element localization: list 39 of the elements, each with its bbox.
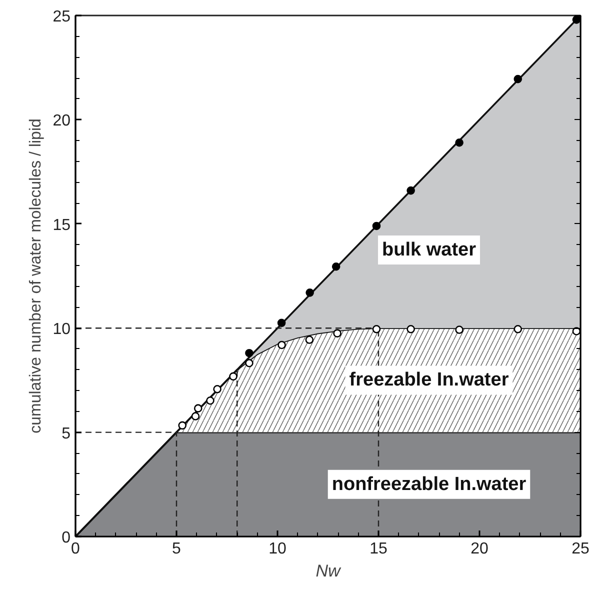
point (406, 325, 415, 334)
x-axis-title: Nw (316, 562, 342, 580)
series-label: bulk water (382, 239, 477, 260)
point (372, 325, 381, 334)
point (406, 186, 415, 195)
point (572, 16, 580, 24)
point (178, 421, 187, 430)
point (191, 412, 200, 420)
point (306, 288, 314, 297)
series-label: freezable In.water (349, 370, 510, 391)
y-tick-label: 25 (52, 8, 71, 26)
point (455, 138, 464, 147)
point (194, 404, 202, 412)
point (332, 262, 340, 271)
y-axis-title: cumulative number of water molecules / lipid (28, 118, 45, 434)
x-tick-label: 15 (370, 540, 388, 558)
point (514, 74, 522, 84)
y-tick-label: 0 (62, 530, 71, 546)
point (278, 340, 286, 350)
point (455, 326, 464, 334)
y-tick-label: 10 (52, 321, 71, 338)
point (245, 348, 254, 358)
x-tick-label: 20 (470, 540, 488, 558)
series-label: nonfreezable In.water (332, 474, 527, 495)
y-tick-label: 5 (62, 425, 71, 442)
point (305, 336, 314, 344)
point (206, 396, 214, 405)
y-tick-label: 15 (52, 216, 71, 234)
x-tick-label: 10 (268, 540, 286, 558)
point (372, 222, 381, 230)
point (514, 325, 522, 334)
x-tick-label: 25 (572, 540, 590, 558)
y-tick-label: 20 (52, 112, 71, 130)
x-tick-label: 5 (172, 540, 182, 558)
point (229, 372, 238, 381)
point (245, 358, 254, 368)
point (213, 385, 222, 394)
point (277, 318, 286, 328)
point (333, 329, 342, 338)
